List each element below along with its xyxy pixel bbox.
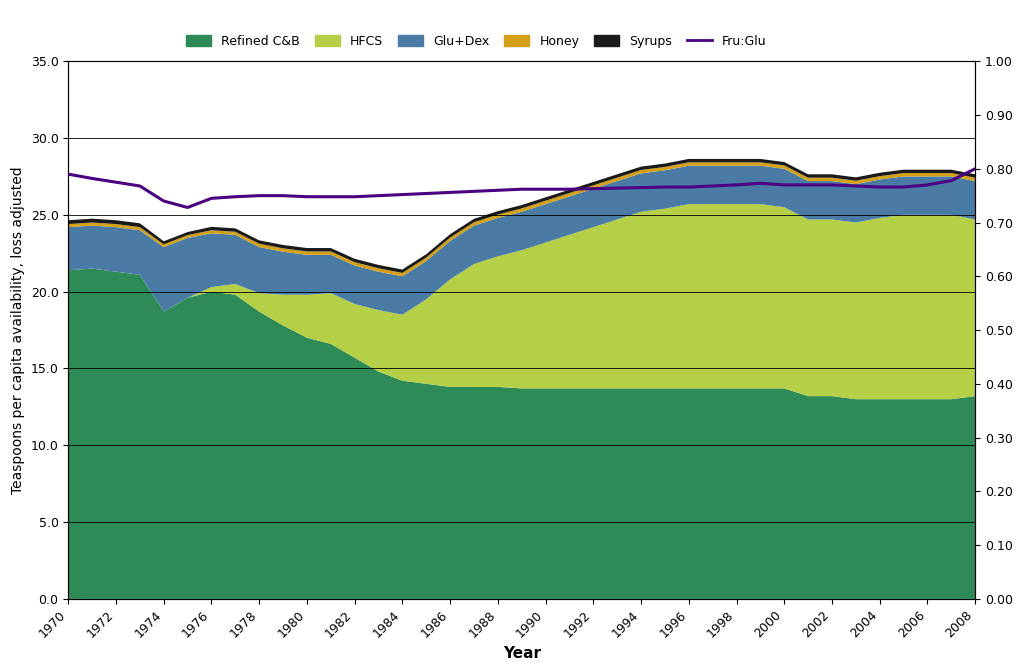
X-axis label: Year: Year bbox=[503, 646, 541, 661]
Legend: Refined C&B, HFCS, Glu+Dex, Honey, Syrups, Fru:Glu: Refined C&B, HFCS, Glu+Dex, Honey, Syrup… bbox=[181, 30, 772, 53]
Y-axis label: Teaspoons per capita availability, loss adjusted: Teaspoons per capita availability, loss … bbox=[11, 166, 26, 494]
